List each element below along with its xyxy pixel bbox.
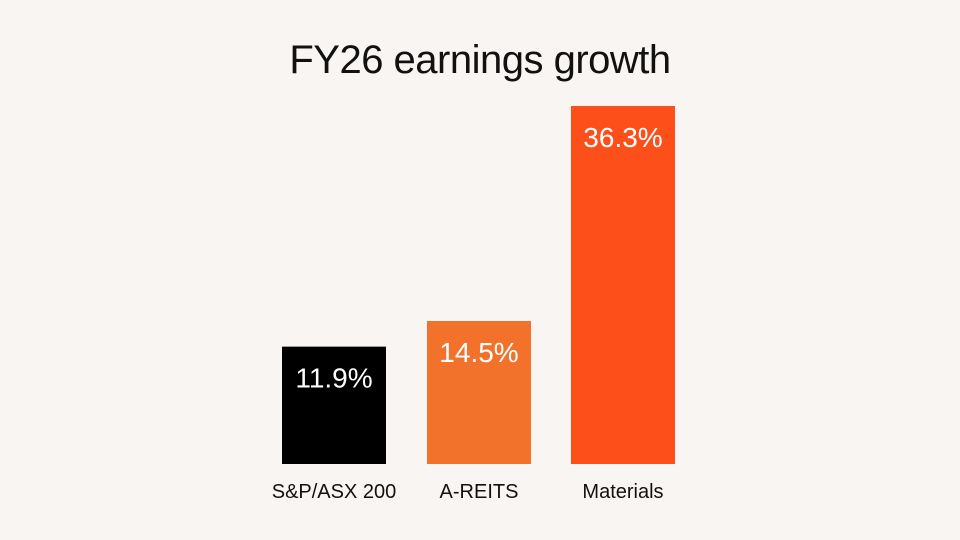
bar-2 bbox=[571, 106, 675, 464]
bar-labels-group: 11.9% 14.5% 36.3% bbox=[295, 122, 662, 394]
chart-title: FY26 earnings growth bbox=[289, 38, 671, 82]
bar-value-label-1: 14.5% bbox=[439, 337, 518, 368]
category-labels-group: S&P/ASX 200 A-REITS Materials bbox=[272, 481, 664, 503]
bars-group bbox=[282, 106, 675, 464]
bar-1 bbox=[427, 320, 531, 464]
category-label-1: A-REITS bbox=[440, 481, 519, 503]
bar-value-label-0: 11.9% bbox=[295, 363, 372, 394]
bar-0 bbox=[282, 346, 386, 464]
bar-value-label-2: 36.3% bbox=[583, 122, 662, 153]
category-label-2: Materials bbox=[582, 481, 663, 503]
category-label-0: S&P/ASX 200 bbox=[272, 481, 397, 503]
